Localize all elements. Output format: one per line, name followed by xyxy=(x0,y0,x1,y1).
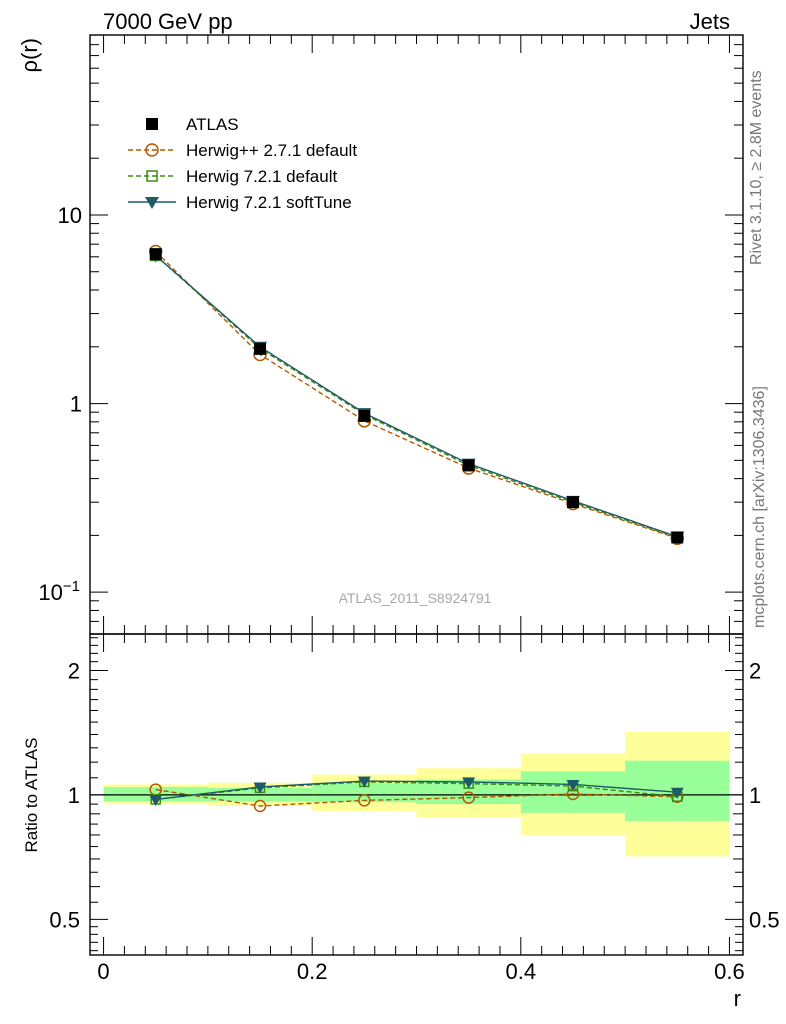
ratio-point-2-1 xyxy=(253,782,267,794)
data-point-0-2 xyxy=(358,409,371,422)
ratio-y-tick-label-right: 1 xyxy=(749,783,761,808)
ratio-point-2-3 xyxy=(462,777,476,789)
legend-label-3: Herwig 7.2.1 softTune xyxy=(186,193,352,212)
data-point-0-5 xyxy=(671,531,684,544)
series-line-2 xyxy=(155,254,678,539)
data-point-0-4 xyxy=(566,496,579,509)
main-panel: 10 1 10−1 ρ(r) xyxy=(17,34,744,635)
ratio-series-line-2 xyxy=(155,780,678,801)
ratio-point-0-2 xyxy=(358,794,371,807)
ratio-point-2-0 xyxy=(149,794,163,806)
ratio-panel: 2 2 1 1 0.5 0.5 0 0.2 0.4 0.6r Ratio to ATLAS xyxy=(22,633,780,1011)
y-tick-label: 10−1 xyxy=(38,578,80,605)
legend-label-0: ATLAS xyxy=(186,115,239,134)
legend: ATLAS Herwig++ 2.7.1 default Herwig 7.2.1 … xyxy=(128,115,357,212)
ratio-y-tick-label-left: 1 xyxy=(68,783,80,808)
x-tick-label: 0.6 xyxy=(714,959,745,984)
uncertainty-band-green-4 xyxy=(520,771,626,813)
series-line-3 xyxy=(155,254,678,538)
x-tick-label: 0.4 xyxy=(506,959,537,984)
ratio-y-tick-label-right: 0.5 xyxy=(749,907,780,932)
legend-marker-1 xyxy=(145,143,159,157)
ratio-y-tick-label-left: 0.5 xyxy=(49,907,80,932)
ratio-point-2-2 xyxy=(357,776,371,788)
ratio-series-line-0 xyxy=(155,788,678,807)
data-point-0-0 xyxy=(149,248,162,261)
ratio-y-axis-label: Ratio to ATLAS xyxy=(22,738,41,853)
chart-title-left: 7000 GeV pp xyxy=(103,9,233,34)
x-tick-label: 0.2 xyxy=(297,959,328,984)
rivet-label: Rivet 3.1.10, ≥ 2.8M events xyxy=(748,70,765,265)
legend-label-2: Herwig 7.2.1 default xyxy=(186,167,337,186)
chart-title-right: Jets xyxy=(690,9,730,34)
ratio-series-line-1 xyxy=(155,781,678,801)
legend-marker-2 xyxy=(146,170,158,182)
legend-marker-3 xyxy=(145,197,159,209)
y-axis-label: ρ(r) xyxy=(17,38,42,73)
uncertainty-band-green-2 xyxy=(312,782,417,803)
y-tick-label: 10 xyxy=(58,203,82,228)
ratio-point-0-3 xyxy=(462,791,475,804)
ratio-point-2-4 xyxy=(566,779,580,791)
legend-label-1: Herwig++ 2.7.1 default xyxy=(186,141,357,160)
ratio-y-tick-label-left: 2 xyxy=(68,658,80,683)
data-point-0-3 xyxy=(462,459,475,472)
series-line-1 xyxy=(155,251,678,539)
legend-marker-0 xyxy=(146,118,158,130)
mcplots-label: mcplots.cern.ch [arXiv:1306.3436] xyxy=(751,386,768,628)
x-axis-label: r xyxy=(734,986,741,1011)
ratio-y-tick-label-right: 2 xyxy=(749,658,761,683)
ratio-point-2-5 xyxy=(670,787,684,799)
ratio-point-0-1 xyxy=(253,799,267,813)
analysis-watermark: ATLAS_2011_S8924791 xyxy=(339,590,492,606)
uncertainty-band-green-0 xyxy=(103,786,208,802)
x-tick-label: 0 xyxy=(97,959,109,984)
y-tick-label: 1 xyxy=(70,392,82,417)
data-point-0-1 xyxy=(254,342,267,355)
